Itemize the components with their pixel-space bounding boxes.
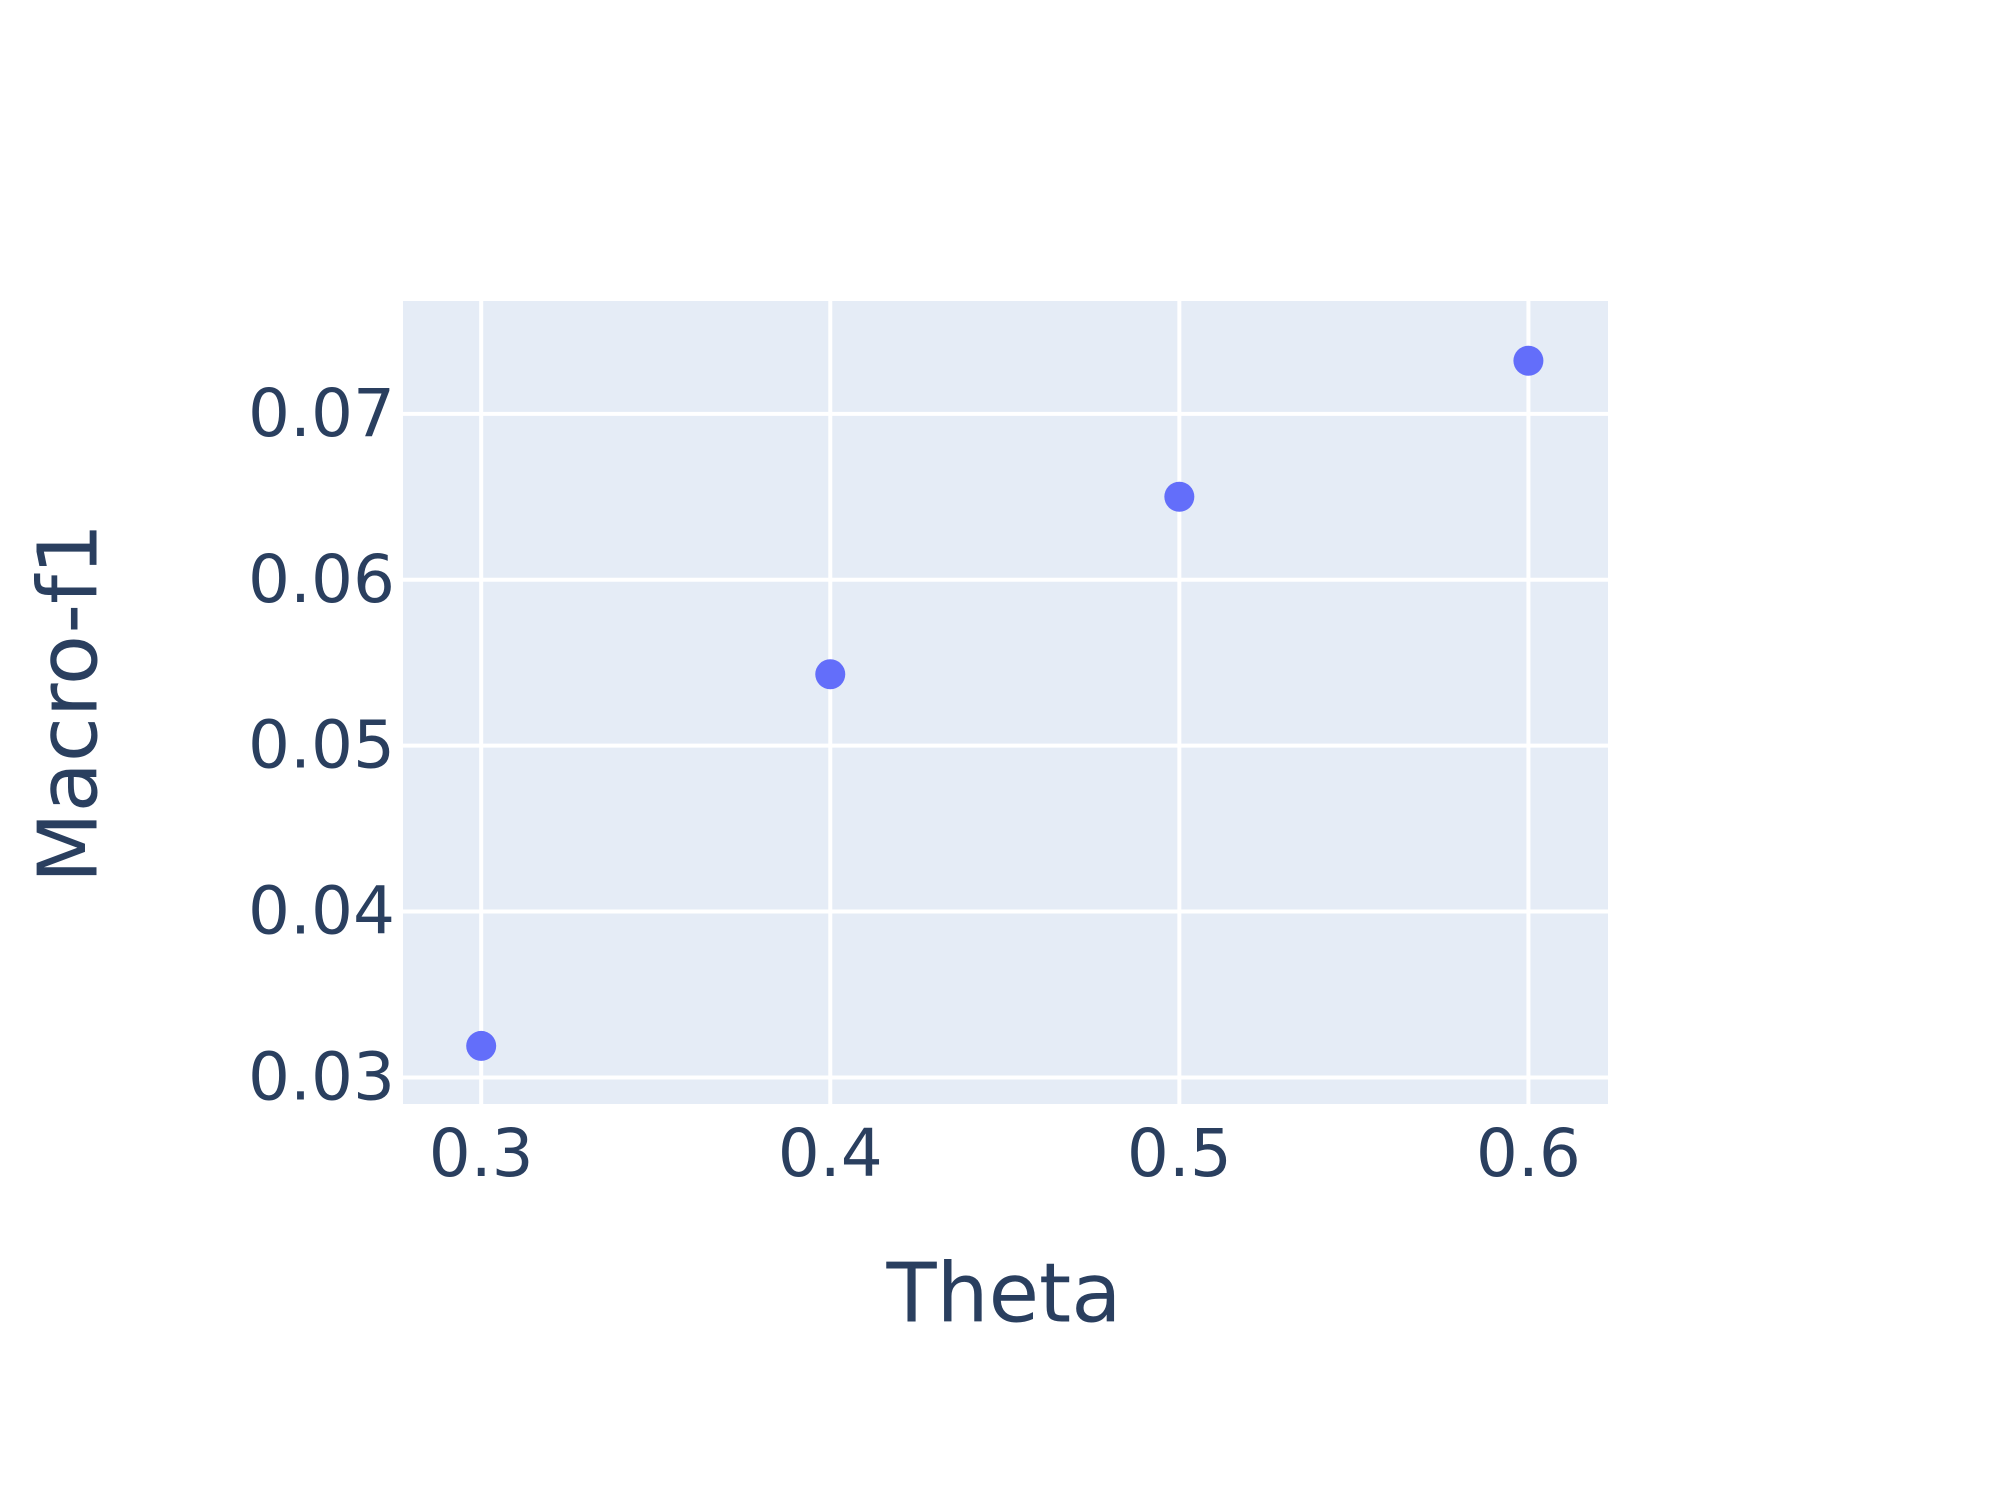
x-axis-title: Theta bbox=[886, 1246, 1122, 1341]
y-tick-label: 0.03 bbox=[248, 1039, 395, 1116]
point bbox=[815, 659, 846, 690]
x-tick-label: 0.5 bbox=[1127, 1115, 1232, 1192]
y-tick-label: 0.07 bbox=[248, 375, 395, 452]
y-axis-title: Macro-f1 bbox=[21, 523, 116, 883]
plot-area bbox=[403, 301, 1608, 1104]
x-tick-label: 0.4 bbox=[778, 1115, 883, 1192]
y-tick-label: 0.05 bbox=[248, 707, 395, 784]
point bbox=[466, 1030, 497, 1061]
y-tick-label: 0.06 bbox=[248, 541, 395, 618]
y-tick-label: 0.04 bbox=[248, 873, 395, 950]
x-tick-label: 0.3 bbox=[429, 1115, 534, 1192]
point bbox=[1164, 481, 1195, 512]
x-tick-label: 0.6 bbox=[1476, 1115, 1581, 1192]
point bbox=[1513, 345, 1544, 376]
